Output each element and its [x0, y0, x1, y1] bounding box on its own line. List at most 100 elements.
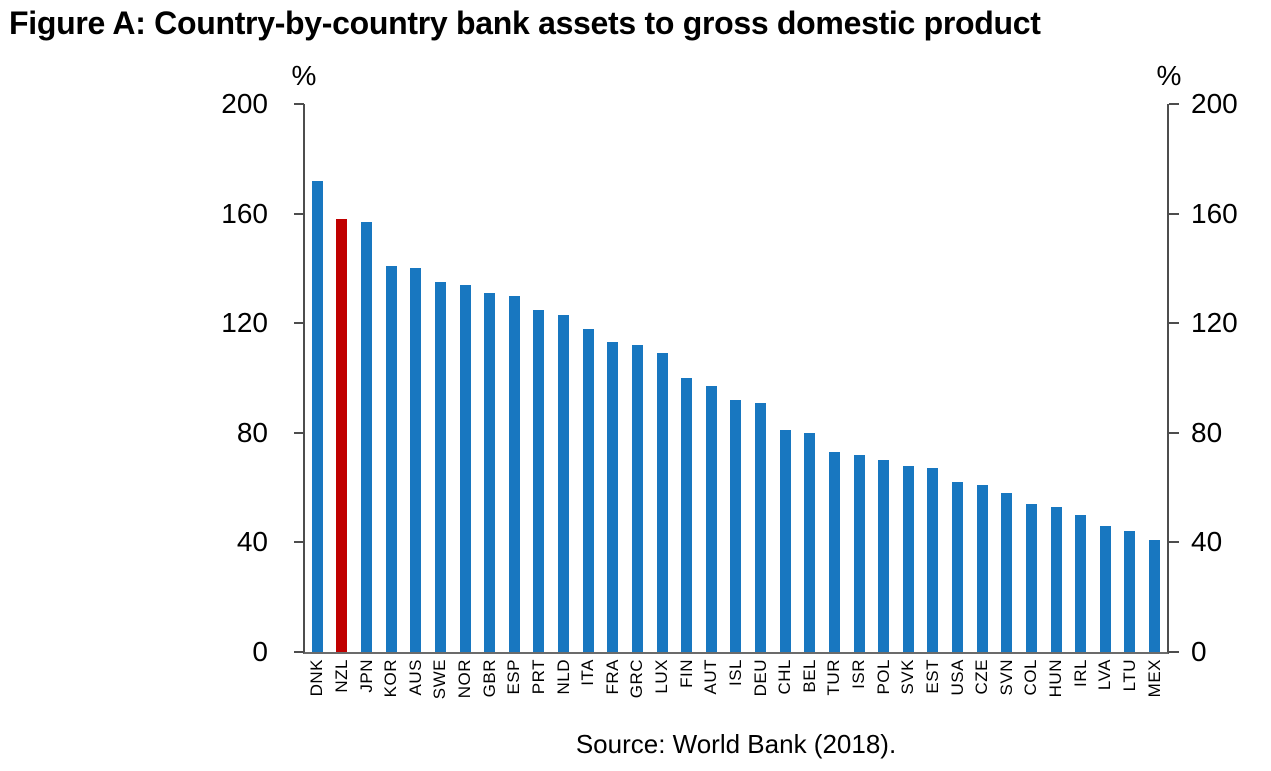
bar-FRA — [607, 342, 619, 652]
bar-slot-SWE — [428, 104, 453, 652]
bar-slot-AUT — [699, 104, 724, 652]
bar-MEX — [1149, 539, 1161, 652]
bar-ESP — [508, 295, 520, 652]
bar-slot-SVN — [995, 104, 1020, 652]
bar-AUT — [705, 386, 717, 652]
bar-PRT — [533, 309, 545, 652]
x-label-MEX: MEX — [1144, 659, 1164, 698]
x-label-ITA: ITA — [578, 659, 598, 686]
bar-NOR — [459, 284, 471, 652]
bar-slot-COL — [1019, 104, 1044, 652]
bar-slot-NZL — [330, 104, 355, 652]
x-label-slot-FIN: FIN — [674, 659, 699, 737]
bar-slot-ISL — [724, 104, 749, 652]
bar-slot-LTU — [1118, 104, 1143, 652]
x-label-ISL: ISL — [725, 659, 745, 687]
bar-AUS — [410, 268, 422, 652]
x-label-slot-MEX: MEX — [1142, 659, 1167, 737]
y-tickmark-left-80 — [294, 431, 304, 434]
bar-TUR — [828, 451, 840, 652]
bar-slot-MEX — [1142, 104, 1167, 652]
bar-slot-PRT — [527, 104, 552, 652]
x-label-slot-BEL: BEL — [798, 659, 823, 737]
bar-slot-LUX — [650, 104, 675, 652]
bar-JPN — [361, 221, 373, 652]
x-label-HUN: HUN — [1046, 659, 1066, 698]
x-label-ISR: ISR — [849, 659, 869, 689]
x-label-FIN: FIN — [676, 659, 696, 688]
x-label-slot-ISR: ISR — [847, 659, 872, 737]
bar-slot-POL — [871, 104, 896, 652]
bar-HUN — [1050, 506, 1062, 652]
bar-slot-CZE — [970, 104, 995, 652]
bar-POL — [878, 460, 890, 652]
y-tick-label-right-80: 80 — [1191, 416, 1223, 448]
bar-ISL — [730, 399, 742, 652]
y-tick-label-left-80: 80 — [236, 416, 268, 448]
x-label-slot-ISL: ISL — [724, 659, 749, 737]
bar-slot-GBR — [477, 104, 502, 652]
y-tickmark-right-0 — [1169, 651, 1179, 653]
x-label-slot-PRT: PRT — [527, 659, 552, 737]
x-label-slot-AUT: AUT — [699, 659, 724, 737]
y-tick-label-right-160: 160 — [1191, 197, 1238, 229]
x-label-GBR: GBR — [479, 659, 499, 698]
x-label-slot-TUR: TUR — [822, 659, 847, 737]
x-label-slot-ESP: ESP — [502, 659, 527, 737]
bar-CHL — [779, 430, 791, 652]
bar-slot-JPN — [354, 104, 379, 652]
bar-slot-SVK — [896, 104, 921, 652]
y-tickmark-right-200 — [1169, 103, 1179, 105]
x-label-ESP: ESP — [504, 659, 524, 695]
bar-SVK — [902, 465, 914, 652]
x-label-NLD: NLD — [553, 659, 573, 695]
bar-slot-AUS — [404, 104, 429, 652]
bar-slot-TUR — [822, 104, 847, 652]
x-label-DEU: DEU — [750, 659, 770, 697]
x-label-slot-KOR: KOR — [379, 659, 404, 737]
bar-LVA — [1099, 525, 1111, 652]
x-label-GRC: GRC — [627, 659, 647, 699]
bar-slot-ESP — [502, 104, 527, 652]
y-tick-label-left-200: 200 — [221, 88, 268, 119]
x-label-slot-AUS: AUS — [404, 659, 429, 737]
bar-DEU — [755, 402, 767, 652]
y-tickmark-left-120 — [294, 322, 304, 325]
x-label-AUT: AUT — [701, 659, 721, 695]
x-label-NZL: NZL — [331, 659, 351, 693]
x-label-slot-JPN: JPN — [354, 659, 379, 737]
bar-slot-EST — [921, 104, 946, 652]
x-axis-category-labels: DNK NZL JPN KOR AUS SWE NOR GBR ESP PRT NLD ITA FRA G… — [305, 659, 1167, 737]
bar-GRC — [631, 345, 643, 652]
bar-COL — [1025, 504, 1037, 652]
x-label-slot-NLD: NLD — [551, 659, 576, 737]
x-label-slot-COL: COL — [1019, 659, 1044, 737]
x-label-CHL: CHL — [775, 659, 795, 695]
bar-ITA — [582, 328, 594, 652]
bar-slot-USA — [945, 104, 970, 652]
x-label-slot-EST: EST — [921, 659, 946, 737]
bar-USA — [952, 482, 964, 652]
x-label-slot-IRL: IRL — [1068, 659, 1093, 737]
x-label-SVN: SVN — [996, 659, 1016, 696]
bar-SVN — [1001, 493, 1013, 652]
bar-KOR — [385, 265, 397, 652]
bar-slot-HUN — [1044, 104, 1069, 652]
x-label-slot-CHL: CHL — [773, 659, 798, 737]
x-label-slot-SVN: SVN — [995, 659, 1020, 737]
bar-LTU — [1124, 531, 1136, 652]
left-axis-unit-label: % — [291, 60, 317, 91]
y-tickmark-right-120 — [1169, 322, 1179, 325]
y-tickmark-right-160 — [1169, 212, 1179, 215]
y-tick-label-left-120: 120 — [221, 307, 268, 339]
y-tick-label-left-160: 160 — [221, 197, 268, 229]
x-label-slot-CZE: CZE — [970, 659, 995, 737]
bar-slot-NLD — [551, 104, 576, 652]
x-label-slot-LUX: LUX — [650, 659, 675, 737]
y-tickmark-left-40 — [294, 541, 304, 544]
bar-series — [305, 104, 1167, 652]
bar-slot-ISR — [847, 104, 872, 652]
x-label-AUS: AUS — [405, 659, 425, 696]
x-label-KOR: KOR — [381, 659, 401, 698]
x-label-EST: EST — [922, 659, 942, 694]
